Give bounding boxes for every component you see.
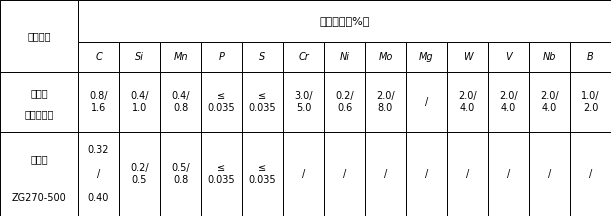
- Text: Nb: Nb: [543, 52, 556, 62]
- Bar: [447, 72, 488, 132]
- Bar: [242, 132, 283, 216]
- Text: 材质配对: 材质配对: [27, 31, 51, 41]
- Bar: [160, 72, 201, 132]
- Text: Si: Si: [135, 52, 144, 62]
- Bar: [365, 42, 406, 72]
- Text: Ni: Ni: [340, 52, 349, 62]
- Text: 内层：: 内层：: [30, 154, 48, 164]
- Text: 0.2/
0.5: 0.2/ 0.5: [130, 163, 149, 185]
- Text: 0.8/
1.6: 0.8/ 1.6: [89, 91, 108, 113]
- Bar: [447, 42, 488, 72]
- Text: 2.0/
4.0: 2.0/ 4.0: [540, 91, 559, 113]
- Bar: [242, 42, 283, 72]
- Text: 1.0/
2.0: 1.0/ 2.0: [581, 91, 600, 113]
- Bar: [242, 72, 283, 132]
- Bar: [119, 132, 160, 216]
- Text: 含硼高速钢: 含硼高速钢: [24, 109, 54, 119]
- Bar: [201, 132, 242, 216]
- Bar: [201, 42, 242, 72]
- Bar: [529, 42, 570, 72]
- Text: Mo: Mo: [378, 52, 393, 62]
- Text: 化学成分（%）: 化学成分（%）: [320, 16, 370, 26]
- Bar: [406, 132, 447, 216]
- Bar: [0, 0, 78, 72]
- Text: /: /: [548, 169, 551, 179]
- Text: C: C: [95, 52, 102, 62]
- Text: 2.0/
4.0: 2.0/ 4.0: [499, 91, 518, 113]
- Bar: [0, 132, 78, 216]
- Text: /: /: [425, 169, 428, 179]
- Text: /: /: [589, 169, 592, 179]
- Bar: [119, 42, 160, 72]
- Text: /: /: [425, 97, 428, 107]
- Text: 0.4/
0.8: 0.4/ 0.8: [171, 91, 190, 113]
- Bar: [488, 72, 529, 132]
- Text: 0.2/
0.6: 0.2/ 0.6: [335, 91, 354, 113]
- Text: 0.4/
1.0: 0.4/ 1.0: [130, 91, 148, 113]
- Bar: [78, 132, 119, 216]
- Bar: [570, 72, 611, 132]
- Text: Mg: Mg: [419, 52, 434, 62]
- Bar: [406, 42, 447, 72]
- Text: ≤
0.035: ≤ 0.035: [208, 163, 235, 185]
- Bar: [570, 42, 611, 72]
- Text: 0.40: 0.40: [88, 192, 109, 203]
- Text: ≤
0.035: ≤ 0.035: [208, 91, 235, 113]
- Text: Mn: Mn: [174, 52, 188, 62]
- Bar: [119, 72, 160, 132]
- Bar: [324, 132, 365, 216]
- Bar: [488, 42, 529, 72]
- Text: /: /: [507, 169, 510, 179]
- Text: B: B: [587, 52, 594, 62]
- Bar: [283, 42, 324, 72]
- Bar: [160, 42, 201, 72]
- Text: 0.32: 0.32: [88, 146, 109, 156]
- Text: 外层：: 外层：: [30, 88, 48, 98]
- Bar: [0, 72, 78, 132]
- Bar: [78, 72, 119, 132]
- Text: W: W: [463, 52, 472, 62]
- Text: ≤
0.035: ≤ 0.035: [249, 163, 276, 185]
- Text: /: /: [302, 169, 305, 179]
- Text: 0.5/
0.8: 0.5/ 0.8: [171, 163, 190, 185]
- Text: Cr: Cr: [298, 52, 309, 62]
- Bar: [406, 72, 447, 132]
- Bar: [78, 42, 119, 72]
- Bar: [201, 72, 242, 132]
- Text: S: S: [260, 52, 266, 62]
- Text: /: /: [97, 169, 100, 179]
- Text: 3.0/
5.0: 3.0/ 5.0: [295, 91, 313, 113]
- Bar: [570, 132, 611, 216]
- Text: 2.0/
8.0: 2.0/ 8.0: [376, 91, 395, 113]
- Text: V: V: [505, 52, 512, 62]
- Bar: [283, 132, 324, 216]
- Text: P: P: [219, 52, 224, 62]
- Text: ZG270-500: ZG270-500: [12, 192, 67, 203]
- Text: 2.0/
4.0: 2.0/ 4.0: [458, 91, 477, 113]
- Text: /: /: [343, 169, 346, 179]
- Bar: [365, 72, 406, 132]
- Text: /: /: [384, 169, 387, 179]
- Text: ≤
0.035: ≤ 0.035: [249, 91, 276, 113]
- Bar: [283, 72, 324, 132]
- Bar: [160, 132, 201, 216]
- Text: /: /: [466, 169, 469, 179]
- Bar: [324, 42, 365, 72]
- Bar: [78, 0, 611, 42]
- Bar: [324, 72, 365, 132]
- Bar: [447, 132, 488, 216]
- Bar: [488, 132, 529, 216]
- Bar: [529, 72, 570, 132]
- Bar: [365, 132, 406, 216]
- Bar: [529, 132, 570, 216]
